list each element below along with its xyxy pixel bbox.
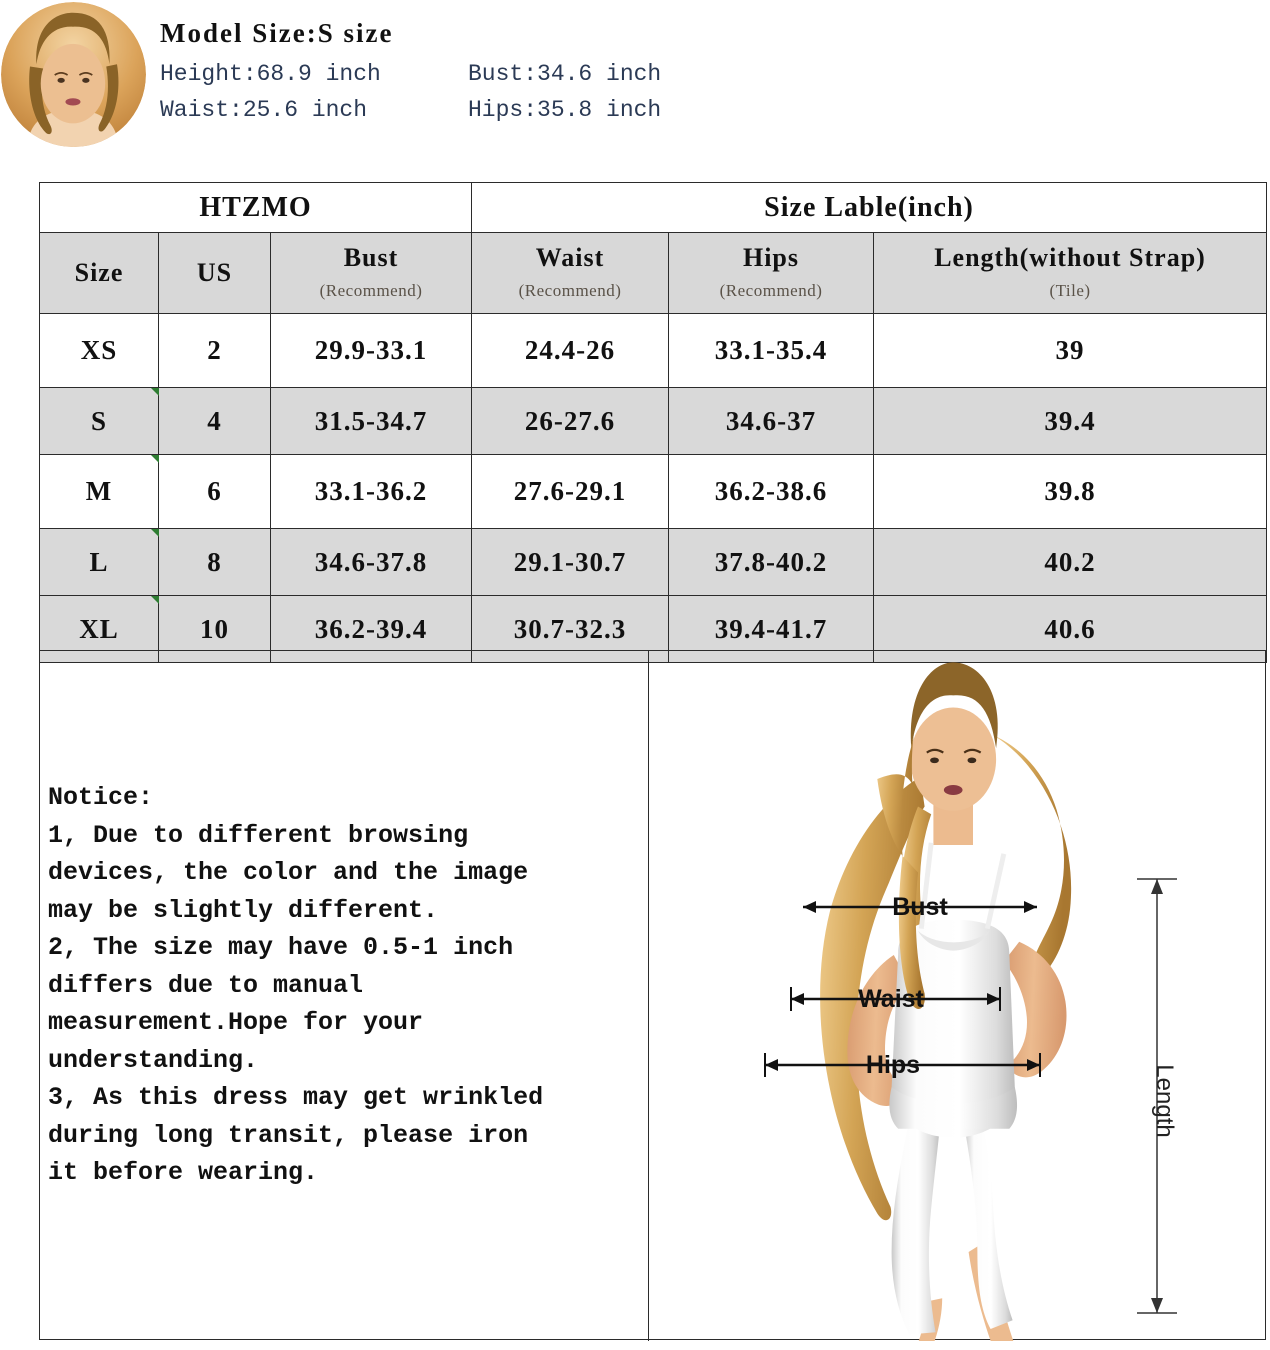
- svg-text:Length: Length: [1151, 1064, 1178, 1137]
- svg-text:Waist: Waist: [858, 985, 924, 1013]
- svg-text:Bust: Bust: [892, 893, 948, 921]
- svg-text:Hips: Hips: [866, 1051, 920, 1079]
